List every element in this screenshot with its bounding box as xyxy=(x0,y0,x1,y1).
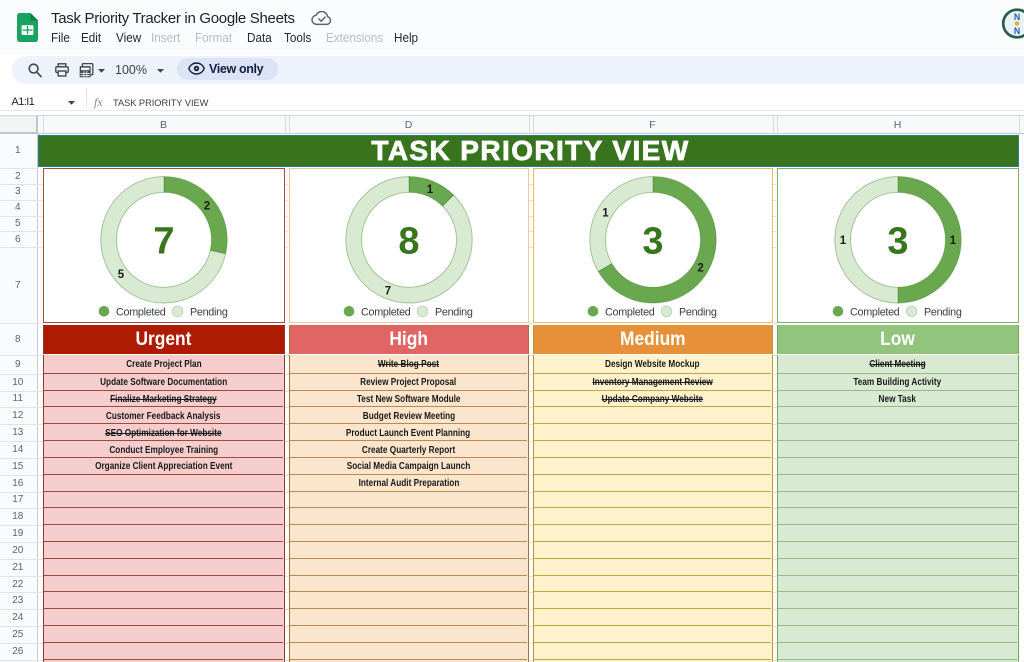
svg-text:Completed: Completed xyxy=(850,306,900,318)
svg-text:2: 2 xyxy=(697,262,703,274)
svg-text:Completed: Completed xyxy=(605,306,655,318)
svg-text:Pending: Pending xyxy=(435,306,473,318)
svg-text:7: 7 xyxy=(153,220,174,262)
svg-text:N: N xyxy=(1014,12,1020,22)
svg-text:1: 1 xyxy=(602,207,609,219)
svg-text:Completed: Completed xyxy=(361,306,411,318)
svg-text:5: 5 xyxy=(117,269,124,281)
svg-text:1: 1 xyxy=(839,235,846,247)
svg-text:Pending: Pending xyxy=(679,306,717,318)
svg-text:3: 3 xyxy=(642,220,663,262)
svg-text:Completed: Completed xyxy=(116,306,166,318)
svg-text:Pending: Pending xyxy=(924,306,962,318)
svg-text:8: 8 xyxy=(398,220,419,262)
svg-text:1: 1 xyxy=(426,184,433,196)
svg-text:1: 1 xyxy=(949,235,956,247)
svg-text:2: 2 xyxy=(203,201,209,213)
svg-text:3: 3 xyxy=(887,220,908,262)
svg-text:N: N xyxy=(1014,26,1020,36)
svg-text:7: 7 xyxy=(384,286,390,298)
svg-text:Pending: Pending xyxy=(190,306,228,318)
